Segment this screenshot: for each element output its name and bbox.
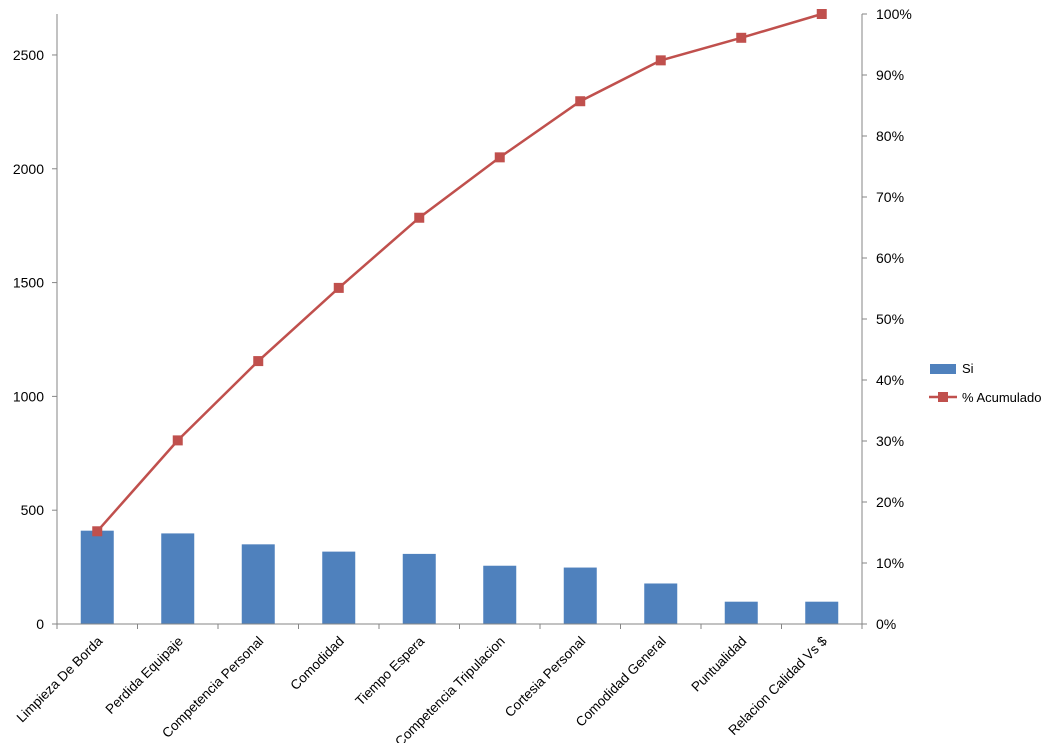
x-category-label: Perdida Equipaje [103, 634, 186, 717]
right-tick-label: 100% [876, 6, 912, 22]
bar-series-si [80, 530, 839, 624]
right-tick-label: 10% [876, 555, 904, 571]
left-tick-label: 500 [21, 502, 45, 518]
legend-label-si: Si [962, 361, 974, 376]
bar-si [805, 601, 839, 624]
x-category-label: Cortesia Personal [502, 634, 588, 720]
line-acumulado [96, 12, 823, 533]
bar-si [724, 601, 758, 624]
bar-si [241, 544, 275, 624]
right-tick-label: 40% [876, 372, 904, 388]
bar-si [402, 553, 436, 624]
left-tick-label: 0 [36, 616, 44, 632]
left-tick-label: 2000 [13, 161, 44, 177]
marker-acumulado [172, 435, 183, 446]
line-series-acumulado [92, 9, 827, 537]
right-tick-label: 60% [876, 250, 904, 266]
x-category-label: Limpieza De Borda [14, 633, 106, 725]
marker-acumulado [494, 152, 505, 163]
right-tick-label: 20% [876, 494, 904, 510]
bar-si [563, 567, 597, 624]
marker-acumulado [575, 96, 586, 107]
left-tick-label: 1000 [13, 388, 44, 404]
marker-acumulado [333, 282, 344, 293]
right-tick-label: 30% [876, 433, 904, 449]
bar-si [644, 583, 678, 624]
marker-acumulado [92, 526, 103, 537]
marker-acumulado [414, 212, 425, 223]
legend-label-acumulado: % Acumulado [962, 390, 1042, 405]
right-tick-label: 90% [876, 67, 904, 83]
bar-si [483, 565, 517, 624]
left-tick-label: 1500 [13, 275, 44, 291]
marker-acumulado [816, 9, 827, 19]
bar-si [80, 530, 114, 624]
legend-swatch-si [930, 364, 956, 374]
marker-acumulado [253, 356, 264, 367]
x-category-label: Puntualidad [688, 634, 749, 695]
chart-legend: Si % Acumulado [929, 361, 1042, 405]
marker-acumulado [655, 55, 666, 66]
bar-si [161, 533, 195, 624]
marker-acumulado [736, 32, 747, 43]
right-tick-label: 80% [876, 128, 904, 144]
legend-marker-acumulado [938, 392, 948, 402]
right-tick-label: 70% [876, 189, 904, 205]
right-tick-label: 0% [876, 616, 896, 632]
left-tick-label: 2500 [13, 47, 44, 63]
x-category-label: Comodidad [287, 634, 346, 693]
right-tick-label: 50% [876, 311, 904, 327]
bar-si [322, 551, 356, 624]
x-category-label: Tiempo Espera [352, 633, 427, 708]
chart-axes: 0 500 1000 1500 2000 2500 0% 10% 20% 30% 40% 50% 60%… [13, 6, 912, 743]
x-category-label: Comodidad General [573, 634, 669, 730]
